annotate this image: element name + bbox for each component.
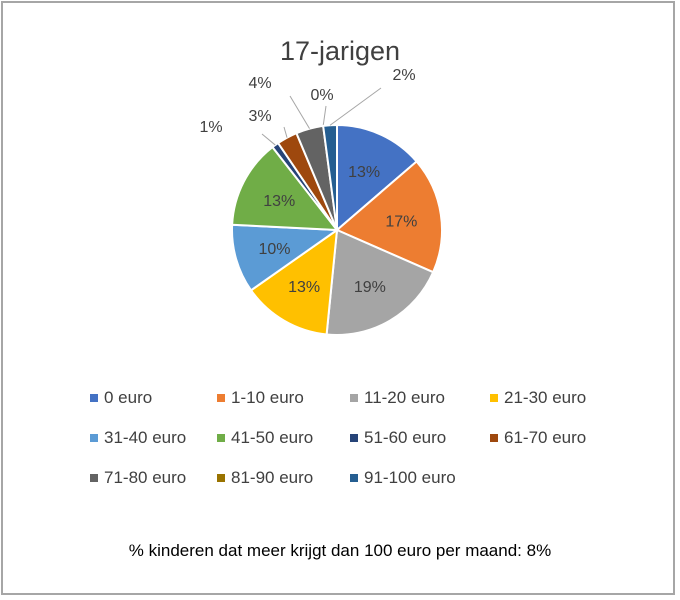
legend-label: 31-40 euro [104,428,187,447]
leader-line-81-90-euro [322,105,327,126]
legend-label: 1-10 euro [231,388,304,407]
data-label-81-90-euro: 0% [310,87,333,104]
data-label-1-10-euro: 17% [385,213,417,230]
data-label-41-50-euro: 13% [263,193,295,210]
legend-item-61-70-euro: 61-70 euro [490,428,586,448]
pie-slice-11-20-euro [325,228,435,336]
legend-swatch [90,434,98,442]
leader-line-51-60-euro [261,133,276,146]
leader-line-91-100-euro [329,87,382,126]
leader-line-61-70-euro [283,126,288,138]
pie-slice-1-10-euro [335,160,443,274]
legend-label: 11-20 euro [364,388,445,407]
pie-slice-0-euro [336,123,418,233]
legend-item-71-80-euro: 71-80 euro [90,468,186,488]
legend-swatch [350,394,358,402]
legend-label: 41-50 euro [231,428,314,447]
data-label-71-80-euro: 4% [248,75,271,92]
legend-swatch [217,394,225,402]
data-label-61-70-euro: 3% [248,108,271,125]
legend-label: 61-70 euro [504,428,587,447]
legend-swatch [350,434,358,442]
legend-swatch [217,434,225,442]
legend-item-0-euro: 0 euro [90,388,152,408]
data-label-51-60-euro: 1% [199,119,222,136]
legend-swatch [90,394,98,402]
pie-slice-91-100-euro [322,123,338,231]
footnote: % kinderen dat meer krijgt dan 100 euro … [128,541,552,560]
legend-swatch [350,474,358,482]
legend-item-51-60-euro: 51-60 euro [350,428,446,448]
legend-item-91-100-euro: 91-100 euro [350,468,456,488]
chart-title: 17-jarigen [279,36,401,66]
legend-item-11-20-euro: 11-20 euro [350,388,445,408]
legend-item-81-90-euro: 81-90 euro [217,468,313,488]
legend-label: 51-60 euro [364,428,447,447]
data-label-0-euro: 13% [348,164,380,181]
pie-slice-21-30-euro [249,227,339,336]
legend-item-41-50-euro: 41-50 euro [217,428,313,448]
pie-chart: 13% 17% 19% 13% 10% 13% 1% 3% 4% 0% 2% [199,67,443,336]
legend-label: 0 euro [104,388,153,407]
leader-line-71-80-euro [289,95,310,129]
legend-swatch [490,434,498,442]
data-label-21-30-euro: 13% [288,279,320,296]
data-label-91-100-euro: 2% [392,67,415,84]
legend-swatch [217,474,225,482]
legend-swatch [490,394,498,402]
legend-item-1-10-euro: 1-10 euro [217,388,304,408]
legend-label: 91-100 euro [364,468,456,487]
legend-label: 81-90 euro [231,468,314,487]
legend-swatch [90,474,98,482]
pie-slice-31-40-euro [231,223,340,292]
legend-item-21-30-euro: 21-30 euro [490,388,586,408]
legend-item-31-40-euro: 31-40 euro [90,428,186,448]
pie-slice-41-50-euro [231,145,340,232]
data-label-11-20-euro: 19% [354,279,386,296]
legend-label: 71-80 euro [104,468,187,487]
legend-label: 21-30 euro [504,388,587,407]
data-label-31-40-euro: 10% [258,241,290,258]
